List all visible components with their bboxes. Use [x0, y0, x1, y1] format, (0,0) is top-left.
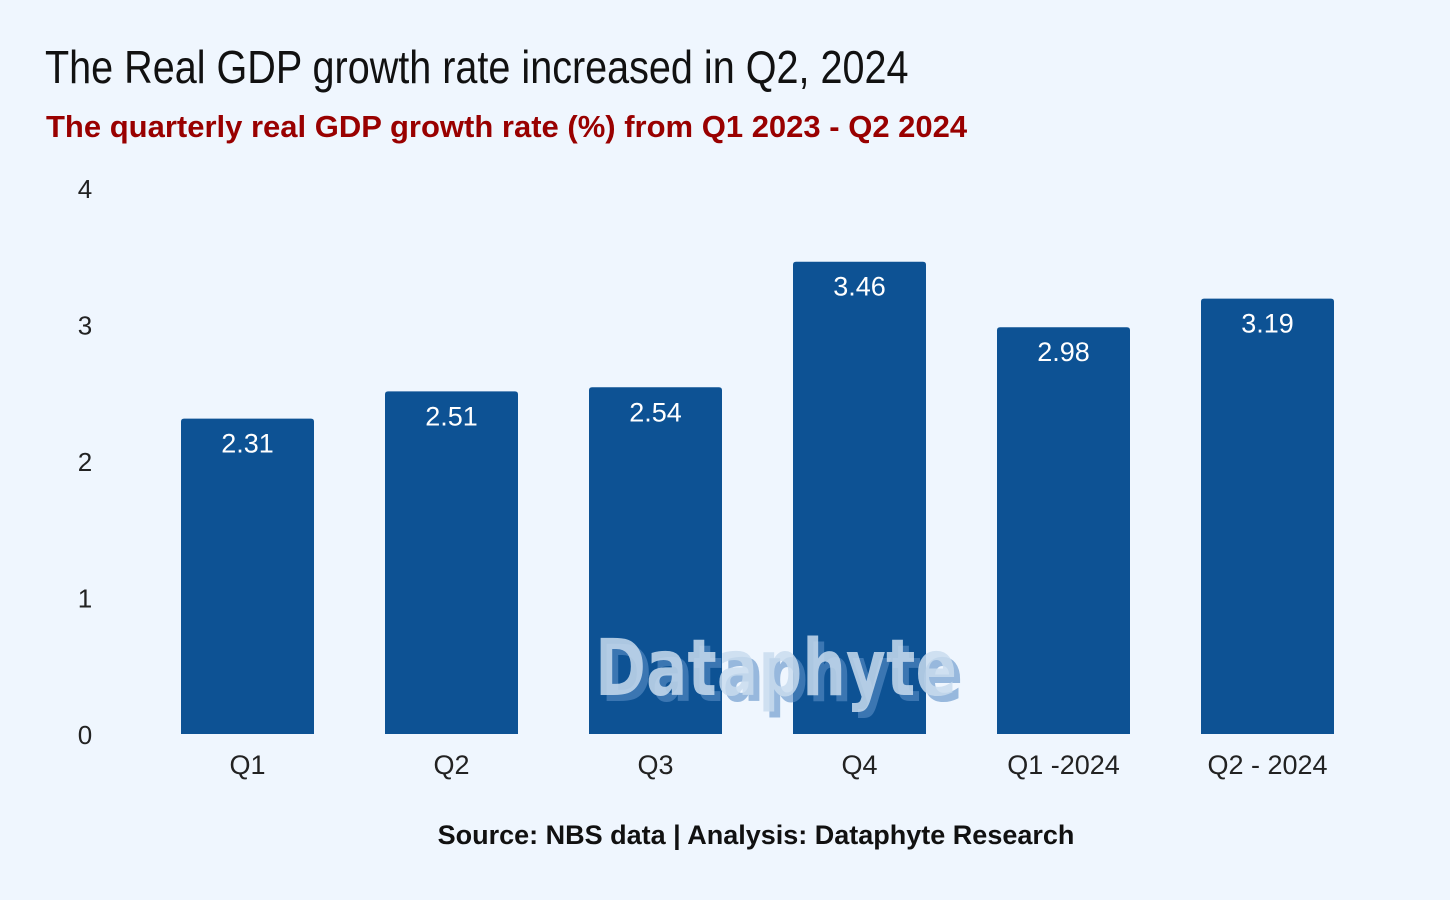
source-note: Source: NBS data | Analysis: Dataphyte R… [437, 820, 1075, 850]
x-tick-label: Q1 -2024 [1007, 750, 1120, 780]
bar-value-label: 3.19 [1241, 309, 1294, 339]
y-tick-label: 1 [78, 584, 92, 614]
y-tick-label: 3 [78, 311, 92, 341]
bar-value-label: 2.54 [629, 397, 682, 427]
watermark-logo: Dataphyte [595, 624, 957, 714]
x-tick-label: Q4 [841, 750, 877, 780]
bar [997, 327, 1130, 734]
x-tick-label: Q3 [637, 750, 673, 780]
x-tick-label: Q2 - 2024 [1207, 750, 1327, 780]
bar [589, 387, 722, 734]
bar-value-label: 2.98 [1037, 337, 1090, 367]
bar [385, 391, 518, 734]
bar-value-label: 3.46 [833, 272, 886, 302]
bar [1201, 298, 1334, 734]
bar-value-label: 2.31 [221, 429, 274, 459]
y-tick-label: 0 [78, 720, 92, 750]
bar [181, 418, 314, 734]
y-tick-label: 2 [78, 447, 92, 477]
x-tick-label: Q2 [433, 750, 469, 780]
bar [793, 261, 926, 734]
bar-value-label: 2.51 [425, 401, 478, 431]
chart-subtitle: The quarterly real GDP growth rate (%) f… [46, 109, 968, 144]
x-tick-label: Q1 [229, 750, 265, 780]
y-tick-label: 4 [78, 174, 92, 204]
chart-title: The Real GDP growth rate increased in Q2… [45, 41, 909, 93]
